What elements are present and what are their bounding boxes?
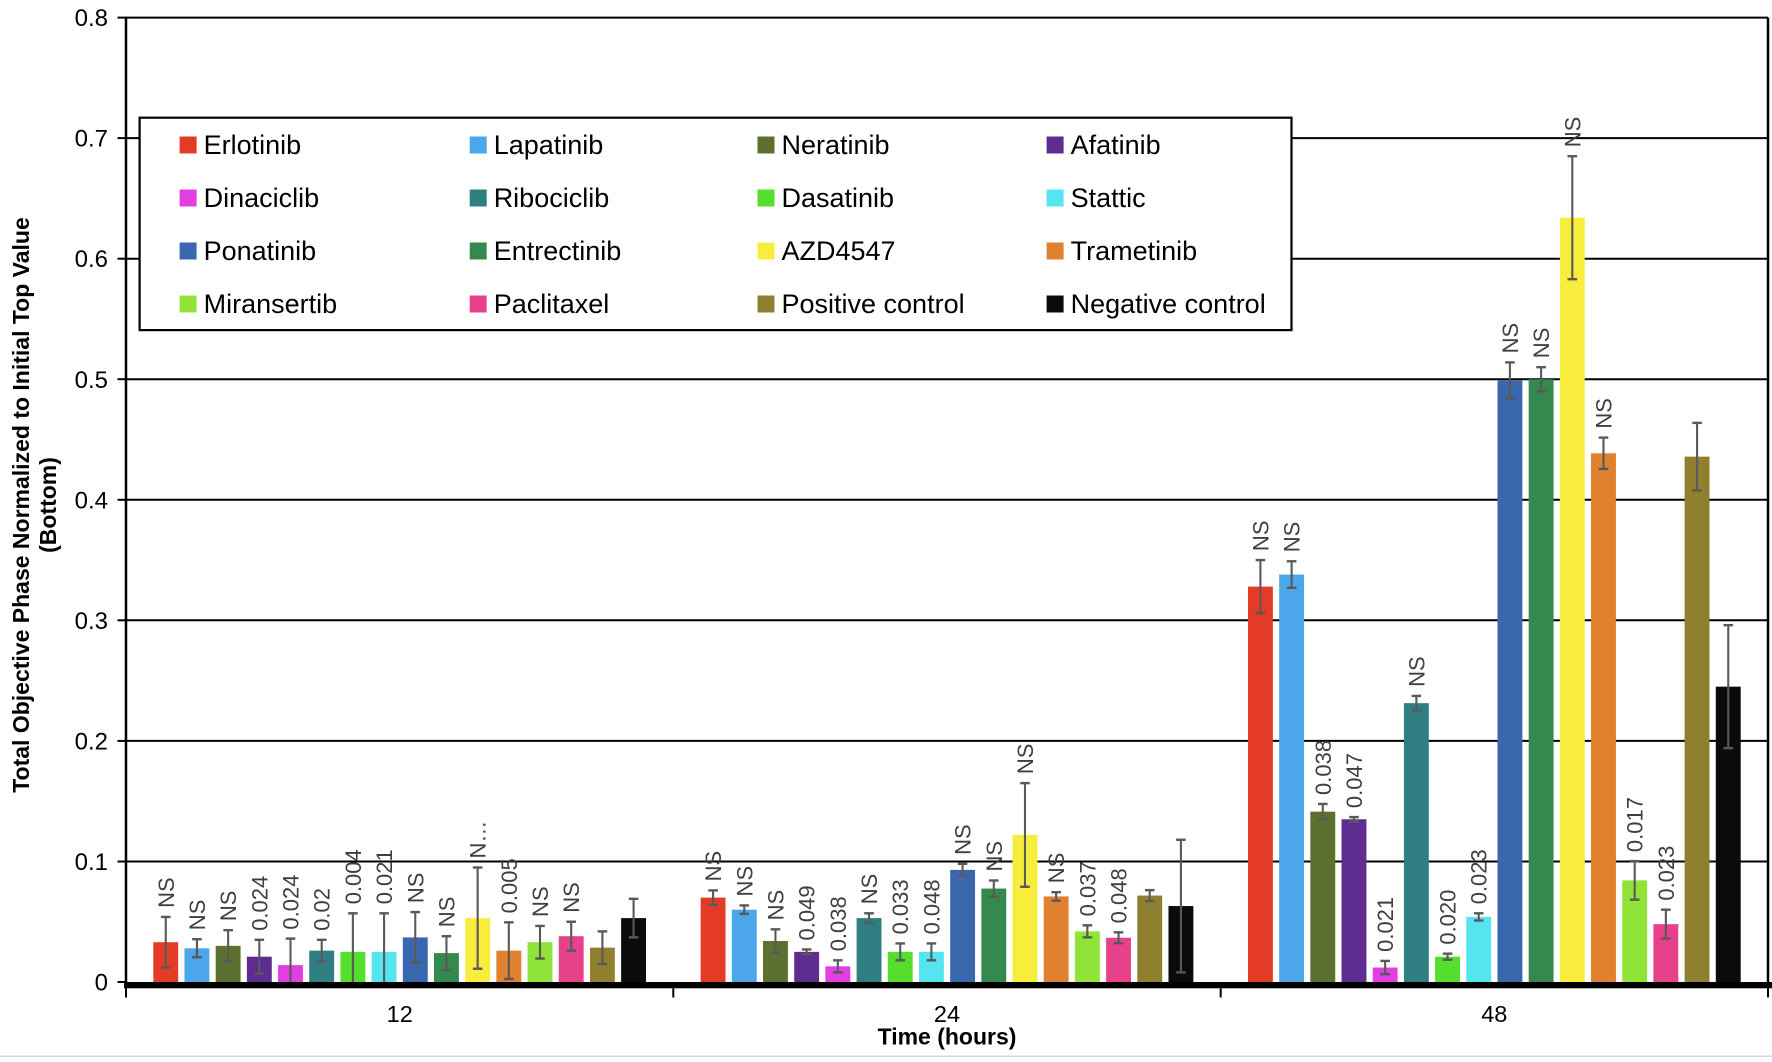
svg-text:N…: N…	[466, 821, 491, 859]
svg-text:NS: NS	[1280, 522, 1305, 553]
svg-text:NS: NS	[528, 886, 553, 917]
svg-text:0.3: 0.3	[75, 608, 108, 635]
svg-text:0.021: 0.021	[1373, 897, 1398, 952]
svg-text:Ribociclib: Ribociclib	[494, 183, 610, 213]
svg-text:0.4: 0.4	[75, 487, 108, 514]
svg-text:NS: NS	[1044, 853, 1069, 884]
svg-text:0.8: 0.8	[75, 5, 108, 32]
svg-text:Ponatinib: Ponatinib	[204, 236, 317, 266]
svg-text:Negative control: Negative control	[1071, 289, 1266, 319]
svg-text:NS: NS	[185, 900, 210, 931]
svg-text:Lapatinib: Lapatinib	[494, 130, 604, 160]
svg-text:0.033: 0.033	[888, 879, 913, 934]
svg-text:NS: NS	[559, 882, 584, 913]
svg-text:NS: NS	[1404, 656, 1429, 687]
svg-text:0.023: 0.023	[1654, 846, 1679, 901]
svg-text:0.024: 0.024	[247, 876, 272, 931]
svg-text:NS: NS	[857, 874, 882, 905]
svg-text:NS: NS	[1529, 328, 1554, 359]
svg-text:Entrectinib: Entrectinib	[494, 236, 622, 266]
svg-text:0.038: 0.038	[826, 896, 851, 951]
svg-text:48: 48	[1481, 1001, 1507, 1027]
svg-text:24: 24	[934, 1001, 960, 1027]
svg-text:0.2: 0.2	[75, 728, 108, 755]
svg-text:NS: NS	[1013, 744, 1038, 775]
svg-text:0.049: 0.049	[795, 885, 820, 940]
svg-text:NS: NS	[403, 873, 428, 904]
svg-text:Stattic: Stattic	[1071, 183, 1146, 213]
svg-text:AZD4547: AZD4547	[782, 236, 896, 266]
svg-text:NS: NS	[951, 824, 976, 855]
svg-text:0.5: 0.5	[75, 367, 108, 394]
svg-text:Time (hours): Time (hours)	[878, 1024, 1017, 1050]
svg-text:0: 0	[95, 970, 108, 997]
svg-text:Erlotinib: Erlotinib	[204, 130, 302, 160]
svg-text:0.037: 0.037	[1075, 861, 1100, 916]
svg-text:Afatinib: Afatinib	[1071, 130, 1161, 160]
svg-text:NS: NS	[1560, 117, 1585, 148]
svg-text:NS: NS	[154, 877, 179, 908]
svg-text:0.6: 0.6	[75, 246, 108, 273]
svg-text:Dasatinib: Dasatinib	[782, 183, 895, 213]
svg-text:0.7: 0.7	[75, 126, 108, 153]
svg-text:Trametinib: Trametinib	[1071, 236, 1198, 266]
svg-text:Neratinib: Neratinib	[782, 130, 890, 160]
svg-text:NS: NS	[732, 866, 757, 897]
svg-text:0.02: 0.02	[310, 888, 335, 931]
svg-text:0.023: 0.023	[1467, 849, 1492, 904]
svg-text:NS: NS	[1498, 323, 1523, 354]
svg-text:Miransertib: Miransertib	[204, 289, 338, 319]
svg-text:0.021: 0.021	[372, 849, 397, 904]
svg-text:Paclitaxel: Paclitaxel	[494, 289, 610, 319]
svg-text:(Bottom): (Bottom)	[35, 457, 61, 553]
svg-text:0.024: 0.024	[279, 875, 304, 930]
svg-text:0.005: 0.005	[497, 858, 522, 913]
svg-text:0.047: 0.047	[1342, 753, 1367, 808]
svg-text:12: 12	[387, 1001, 413, 1027]
svg-text:0.020: 0.020	[1436, 890, 1461, 945]
svg-text:0.017: 0.017	[1623, 797, 1648, 852]
svg-text:0.038: 0.038	[1311, 740, 1336, 795]
svg-text:NS: NS	[1591, 398, 1616, 429]
svg-text:NS: NS	[434, 897, 459, 928]
svg-text:NS: NS	[982, 841, 1007, 872]
svg-text:Dinaciclib: Dinaciclib	[204, 183, 320, 213]
svg-text:NS: NS	[216, 891, 241, 922]
svg-text:Total Objective Phase Normaliz: Total Objective Phase Normalized to Init…	[8, 217, 34, 793]
svg-text:0.004: 0.004	[341, 849, 366, 904]
svg-text:0.048: 0.048	[919, 879, 944, 934]
svg-text:0.1: 0.1	[75, 849, 108, 876]
svg-text:Positive control: Positive control	[782, 289, 965, 319]
svg-text:NS: NS	[701, 851, 726, 882]
svg-text:NS: NS	[763, 890, 788, 921]
svg-text:0.048: 0.048	[1107, 868, 1132, 923]
svg-text:NS: NS	[1248, 521, 1273, 552]
